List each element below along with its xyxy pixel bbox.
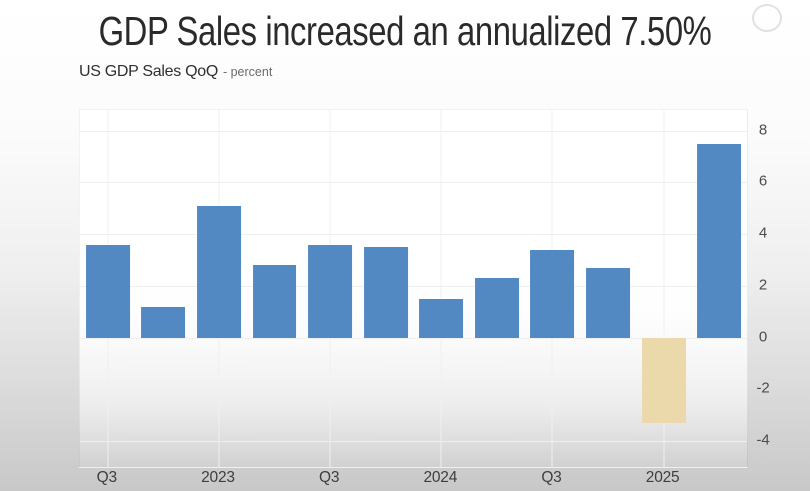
gridline-y-4 [80,234,747,236]
bar-2025-q2 [697,143,742,338]
bar-2024-q2 [474,278,519,338]
watermark-circle-icon [752,4,782,32]
x-tick-label-2022-q3: Q3 [96,469,117,486]
bar-2023-q1 [197,205,241,338]
gridline-y-0 [80,337,747,339]
y-tick-label-2: 2 [758,276,768,294]
bar-2024-q3 [530,249,575,338]
bar-2023-q3 [308,244,353,338]
gridline-x-2025 [663,110,665,467]
plot-area [79,109,748,468]
x-tick-label-2023-q3: Q3 [318,469,340,486]
x-tick-label-2025-q1: 2025 [645,469,680,486]
gridline-y-2 [80,285,747,287]
gridline-y-8 [80,130,747,132]
y-tick-label--4: -4 [756,431,770,449]
gridline-y-6 [80,182,747,184]
gridline-x-2024 [440,110,442,467]
bar-2024-q4 [586,267,630,338]
y-tick-label--2: -2 [756,379,770,397]
y-tick-label-0: 0 [758,328,768,346]
subtitle-series-name: US GDP Sales QoQ [79,63,218,80]
gridline-y--4 [80,441,747,443]
x-tick-label-2023-q1: 2023 [201,469,235,486]
x-tick-label-2024-q3: Q3 [541,469,562,486]
chart-subtitle: US GDP Sales QoQ - percent [79,63,272,81]
chart-title: GDP Sales increased an annualized 7.50% [98,8,712,54]
bar-2023-q2 [252,265,297,338]
x-tick-label-2024-q1: 2024 [423,469,458,486]
bar-2023-q4 [363,247,408,338]
y-tick-label-6: 6 [758,172,768,190]
x-axis: Q3 2023 Q3 2024 Q3 2025 [79,469,746,491]
bar-2025-q1 [641,337,686,423]
subtitle-unit: - percent [222,65,273,79]
y-tick-label-8: 8 [758,121,768,139]
y-tick-label-4: 4 [758,224,768,242]
bar-2022-q3 [85,244,130,338]
y-axis: 8 6 4 2 0 -2 -4 [750,109,776,466]
gridline-y--2 [80,389,747,391]
bar-2024-q1 [419,298,464,338]
bar-2022-q4 [141,306,186,338]
